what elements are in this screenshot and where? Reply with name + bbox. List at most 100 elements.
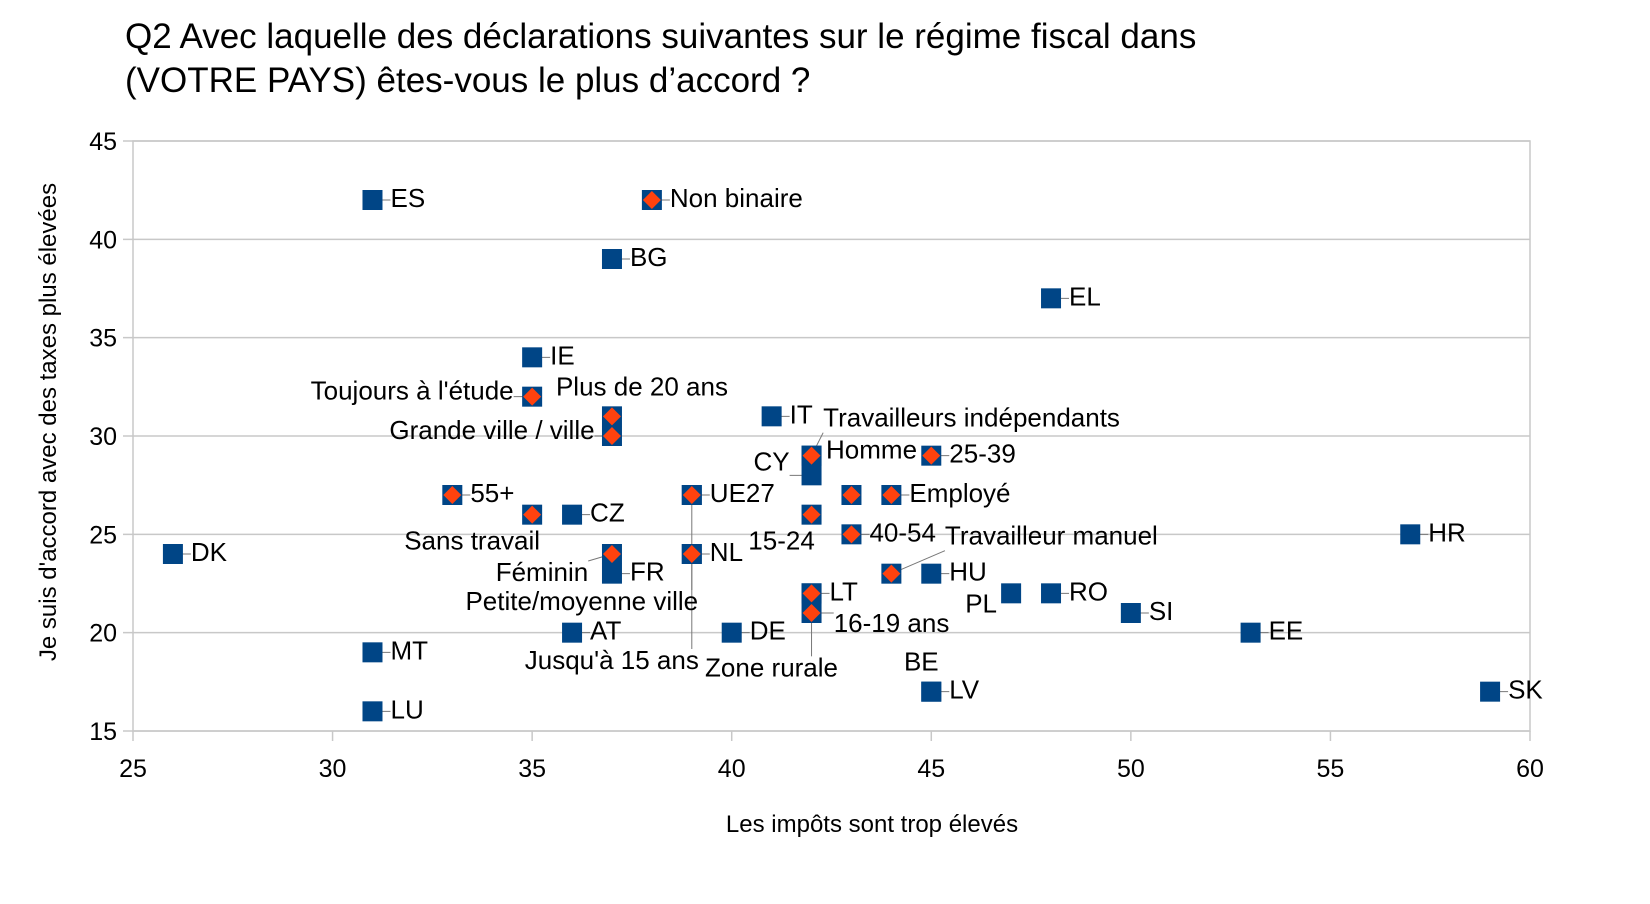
point-label: BG	[630, 242, 668, 272]
point-label: Grande ville / ville	[389, 415, 594, 445]
diamond-marker	[882, 486, 901, 504]
diamond-marker	[602, 427, 621, 445]
diamond-marker	[642, 191, 661, 209]
point-label: ES	[390, 183, 425, 213]
x-axis-label: Les impôts sont trop élevés	[726, 811, 1018, 838]
point-label: 15-24	[748, 526, 815, 556]
square-marker	[562, 504, 583, 525]
x-tick-label: 55	[1317, 755, 1345, 783]
x-tick-label: 35	[518, 755, 546, 783]
diamond-marker	[802, 584, 821, 603]
point-label: FR	[630, 557, 665, 587]
point-label: UE27	[710, 478, 775, 508]
point-label: Féminin	[496, 557, 588, 587]
y-tick-label: 30	[89, 423, 117, 451]
diamond-marker	[682, 486, 701, 504]
y-tick-label: 25	[89, 521, 117, 549]
square-marker	[1001, 583, 1022, 604]
point-label: CZ	[590, 498, 625, 528]
data-points	[162, 190, 1501, 722]
diamond-marker	[802, 604, 821, 622]
square-marker	[162, 544, 183, 564]
diamond-marker	[443, 486, 462, 504]
diamond-marker	[842, 486, 861, 504]
y-tick-label: 45	[89, 128, 117, 156]
square-marker	[761, 406, 782, 427]
point-label: NL	[710, 537, 743, 567]
square-marker	[1120, 603, 1141, 623]
point-label: IE	[550, 340, 575, 370]
point-label: PL	[965, 588, 997, 618]
plot-area-border	[132, 140, 1531, 732]
point-label: Zone rurale	[705, 652, 838, 682]
square-marker	[1480, 681, 1501, 702]
point-label: Travailleurs indépendants	[823, 403, 1120, 433]
diamond-marker	[682, 545, 701, 563]
diamond-marker	[523, 387, 542, 406]
diamond-marker	[802, 446, 821, 465]
square-marker	[1041, 288, 1062, 309]
x-tick-label: 50	[1117, 755, 1145, 783]
x-tick-label: 30	[319, 755, 347, 783]
y-tick-label: 35	[89, 325, 117, 353]
point-label: Sans travail	[404, 526, 540, 556]
point-label: 25-39	[949, 439, 1016, 469]
x-tick-label: 40	[718, 755, 746, 783]
point-label: Jusqu'à 15 ans	[525, 645, 699, 675]
x-tick-label: 45	[917, 755, 945, 783]
chart-title-line-2: (VOTRE PAYS) êtes-vous le plus d’accord …	[125, 61, 810, 100]
square-marker	[1041, 583, 1062, 604]
point-label: Non binaire	[670, 183, 803, 213]
x-tick-label: 60	[1516, 755, 1544, 783]
point-label: AT	[590, 616, 621, 646]
point-label: LV	[949, 675, 980, 705]
point-label: Homme	[826, 435, 917, 465]
diamond-marker	[523, 505, 542, 524]
point-label: HU	[949, 557, 987, 587]
y-tick-label: 20	[89, 620, 117, 648]
point-label: RO	[1069, 576, 1108, 606]
axes: 15 20 25 30 35 40 45 25 30 35 40 45 50 55 60	[89, 128, 1544, 783]
point-label: HR	[1428, 517, 1466, 547]
diamond-marker	[602, 545, 621, 563]
point-label: EL	[1069, 281, 1101, 311]
square-marker	[721, 622, 742, 643]
chart-title-line-1: Q2 Avec laquelle des déclarations suivan…	[125, 17, 1196, 56]
point-label: DE	[750, 616, 786, 646]
point-label: Travailleur manuel	[945, 521, 1158, 551]
point-label: Petite/moyenne ville	[465, 586, 698, 616]
square-marker	[1400, 524, 1421, 545]
point-label: Plus de 20 ans	[556, 371, 728, 401]
square-marker	[1240, 622, 1261, 643]
square-marker	[362, 642, 383, 663]
point-label: Employé	[909, 478, 1010, 508]
square-marker	[522, 347, 543, 368]
square-marker	[362, 701, 383, 722]
point-label: BE	[904, 647, 939, 677]
square-marker	[921, 681, 942, 702]
diamond-marker	[842, 525, 861, 544]
diamond-marker	[922, 446, 941, 465]
square-marker	[921, 563, 942, 584]
y-tick-label: 40	[89, 226, 117, 254]
point-label: IT	[790, 399, 813, 429]
point-label: LT	[830, 576, 859, 606]
square-marker	[362, 190, 383, 210]
point-label: MT	[390, 635, 428, 665]
square-marker	[601, 563, 622, 584]
point-label: Toujours à l'étude	[311, 376, 514, 406]
y-axis-label: Je suis d'accord avec des taxes plus éle…	[35, 183, 62, 661]
square-marker	[601, 249, 622, 269]
point-label: 40-54	[869, 517, 936, 547]
y-tick-label: 15	[89, 718, 117, 746]
point-label: 55+	[470, 478, 514, 508]
point-label: CY	[753, 446, 789, 476]
point-label: LU	[390, 694, 423, 724]
x-tick-label: 25	[119, 755, 147, 783]
point-label: SI	[1149, 596, 1174, 626]
diamond-marker	[802, 505, 821, 524]
point-label: DK	[191, 537, 228, 567]
square-marker	[801, 465, 822, 486]
